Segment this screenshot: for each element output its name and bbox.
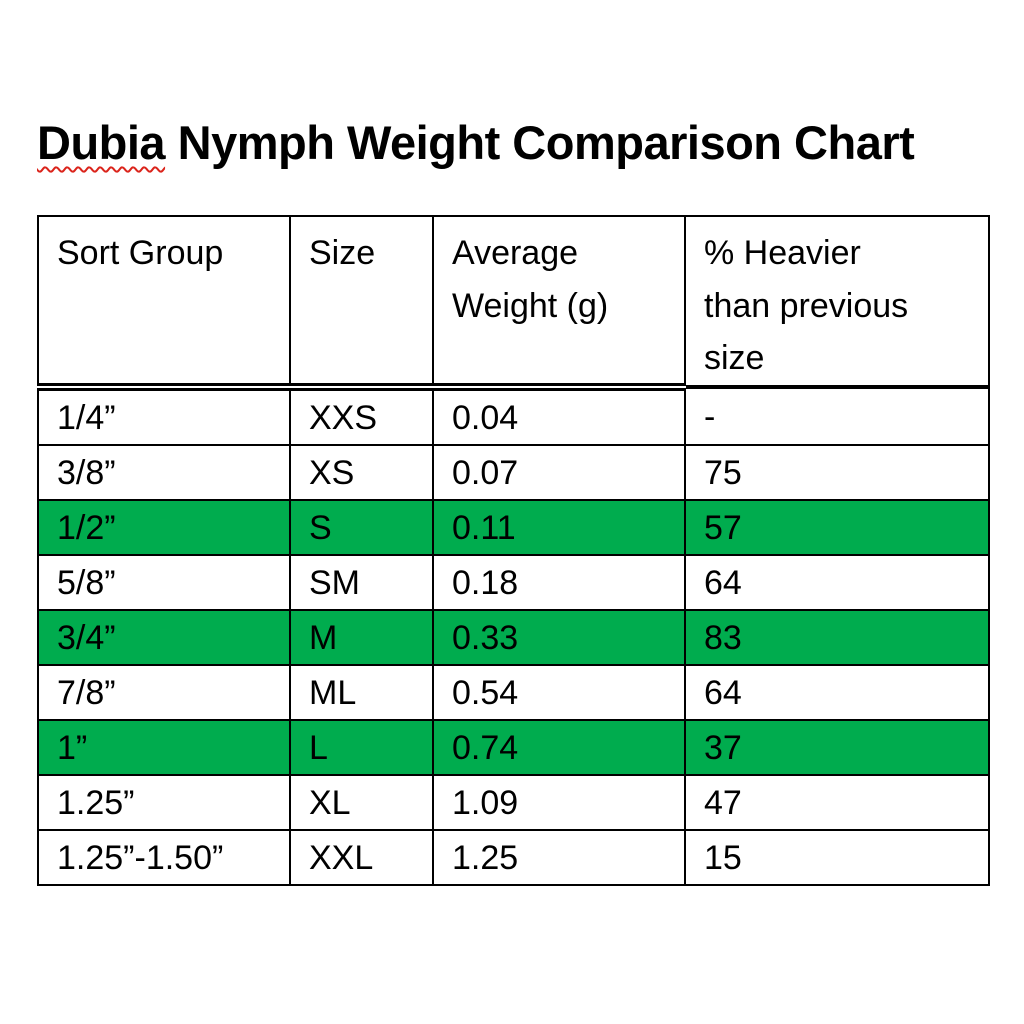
header-line: % Heavier <box>704 234 861 272</box>
cell-size: M <box>289 609 434 667</box>
cell-average-weight: 0.18 <box>432 554 686 612</box>
cell-sort-group: 3/8” <box>37 444 291 502</box>
page-title: Dubia Nymph Weight Comparison Chart <box>37 116 915 169</box>
table-row: 7/8” ML 0.54 64 <box>37 664 990 722</box>
cell-sort-group: 1/2” <box>37 499 291 557</box>
header-line: Size <box>309 234 376 272</box>
cell-size: L <box>289 719 434 777</box>
table-row: 3/8” XS 0.07 75 <box>37 444 990 502</box>
col-header-average-weight: Average Weight (g) <box>432 214 686 392</box>
table-row: 3/4” M 0.33 83 <box>37 609 990 667</box>
cell-pct-heavier: 57 <box>684 499 990 557</box>
cell-size: XS <box>289 444 434 502</box>
cell-size: XXL <box>289 829 434 887</box>
header-line: Weight (g) <box>452 286 609 325</box>
title-misspelled-word: Dubia <box>37 116 166 169</box>
cell-sort-group: 5/8” <box>37 554 291 612</box>
title-rest: Nymph Weight Comparison Chart <box>165 116 915 169</box>
cell-pct-heavier: 64 <box>684 664 990 722</box>
cell-average-weight: 0.54 <box>432 664 686 722</box>
col-header-size: Size <box>289 214 434 392</box>
cell-average-weight: 0.11 <box>432 499 686 557</box>
cell-pct-heavier: - <box>684 386 990 447</box>
weight-comparison-table: Sort Group Size Average Weight (g) % Hea… <box>37 214 990 887</box>
cell-average-weight: 1.25 <box>432 829 686 887</box>
cell-pct-heavier: 37 <box>684 719 990 777</box>
table-row: 5/8” SM 0.18 64 <box>37 554 990 612</box>
header-line: Sort Group <box>57 234 224 272</box>
cell-sort-group: 1.25” <box>37 774 291 832</box>
cell-size: XXS <box>289 386 434 447</box>
cell-average-weight: 0.33 <box>432 609 686 667</box>
cell-average-weight: 0.74 <box>432 719 686 777</box>
cell-sort-group: 3/4” <box>37 609 291 667</box>
cell-size: XL <box>289 774 434 832</box>
cell-sort-group: 1” <box>37 719 291 777</box>
table-row: 1/2” S 0.11 57 <box>37 499 990 557</box>
cell-size: SM <box>289 554 434 612</box>
table-row: 1” L 0.74 37 <box>37 719 990 777</box>
cell-pct-heavier: 83 <box>684 609 990 667</box>
col-header-sort-group: Sort Group <box>37 214 291 392</box>
col-header-pct-heavier: % Heavier than previous size <box>684 214 990 390</box>
cell-sort-group: 1/4” <box>37 386 291 447</box>
header-line: than previous <box>704 286 909 325</box>
header-line: size <box>704 339 765 378</box>
cell-average-weight: 0.07 <box>432 444 686 502</box>
cell-average-weight: 1.09 <box>432 774 686 832</box>
cell-sort-group: 1.25”-1.50” <box>37 829 291 887</box>
cell-pct-heavier: 15 <box>684 829 990 887</box>
header-row: Sort Group Size Average Weight (g) % Hea… <box>37 214 990 392</box>
table-row: 1/4” XXS 0.04 - <box>37 386 990 447</box>
cell-pct-heavier: 64 <box>684 554 990 612</box>
cell-average-weight: 0.04 <box>432 386 686 447</box>
cell-pct-heavier: 75 <box>684 444 990 502</box>
table-row: 1.25” XL 1.09 47 <box>37 774 990 832</box>
cell-sort-group: 7/8” <box>37 664 291 722</box>
table-row: 1.25”-1.50” XXL 1.25 15 <box>37 829 990 887</box>
cell-size: ML <box>289 664 434 722</box>
cell-size: S <box>289 499 434 557</box>
header-line: Average <box>452 234 579 272</box>
cell-pct-heavier: 47 <box>684 774 990 832</box>
